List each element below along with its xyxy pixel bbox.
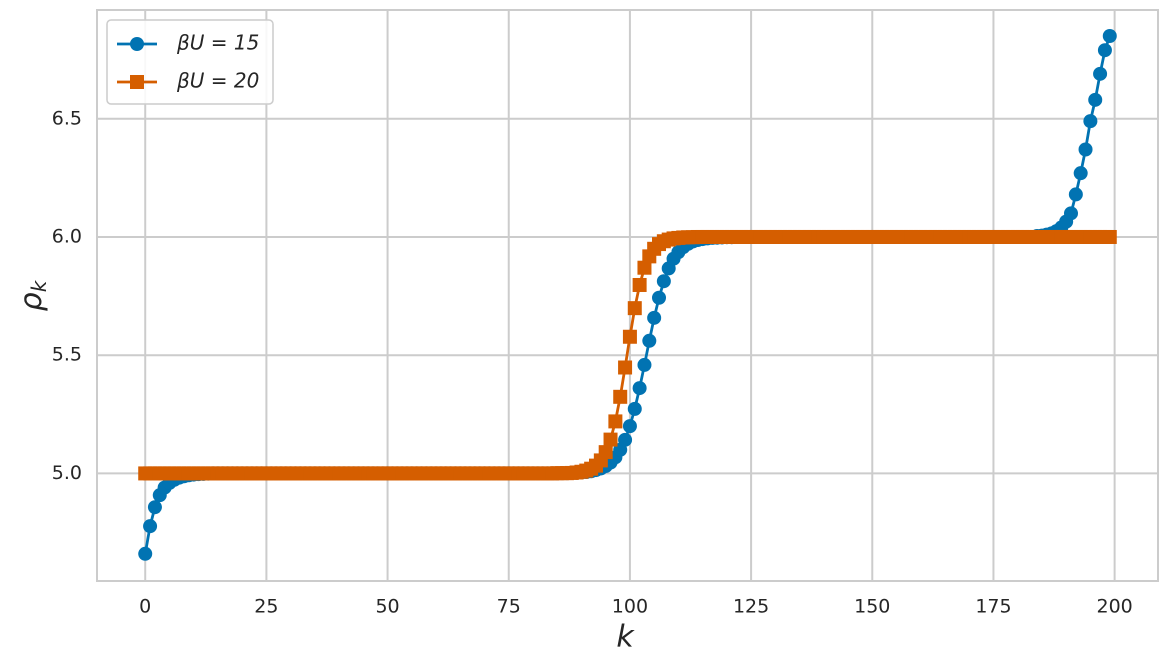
marker	[147, 500, 162, 515]
marker	[632, 277, 647, 292]
marker	[1102, 229, 1117, 244]
y-axis-label: ρk	[14, 279, 51, 311]
grid: 0 25 50 75 100 125 150 175 200 5.0 5.5 6.0 6.5	[52, 10, 1158, 618]
marker	[613, 389, 628, 404]
marker	[618, 432, 633, 447]
x-tick-label: 175	[975, 596, 1011, 618]
marker	[618, 360, 633, 375]
marker	[652, 290, 667, 305]
x-tick-label: 125	[733, 596, 769, 618]
marker	[1063, 206, 1078, 221]
plot-area	[96, 9, 1159, 582]
marker	[1073, 166, 1088, 181]
marker	[637, 357, 652, 372]
plot	[138, 29, 1117, 561]
x-tick-label: 100	[612, 596, 648, 618]
marker	[656, 274, 671, 289]
x-tick-label: 200	[1096, 596, 1132, 618]
legend-marker	[130, 75, 144, 89]
x-axis-label: k	[616, 620, 635, 655]
marker	[622, 329, 637, 344]
x-tick-label: 0	[139, 596, 151, 618]
legend-label: βU = 15	[176, 31, 259, 55]
x-tick-label: 25	[254, 596, 278, 618]
legend: βU = 15 βU = 20	[106, 19, 274, 105]
y-tick-label: 5.0	[52, 462, 82, 484]
marker	[1068, 187, 1083, 202]
marker	[642, 333, 657, 348]
marker	[647, 310, 662, 325]
y-tick-label: 5.5	[52, 344, 82, 366]
marker	[1083, 114, 1098, 129]
marker	[637, 260, 652, 275]
marker	[622, 419, 637, 434]
marker	[1078, 142, 1093, 157]
marker	[603, 432, 618, 447]
marker	[627, 401, 642, 416]
marker	[627, 301, 642, 316]
marker	[143, 519, 158, 534]
y-tick-label: 6.0	[52, 225, 82, 247]
marker	[1088, 92, 1103, 107]
x-tick-label: 150	[854, 596, 890, 618]
marker	[608, 414, 623, 429]
marker	[1093, 66, 1108, 81]
marker	[1097, 43, 1112, 58]
marker	[632, 381, 647, 396]
legend-label: βU = 20	[176, 69, 259, 93]
y-tick-label: 6.5	[52, 107, 82, 129]
legend-marker	[130, 37, 144, 51]
marker	[598, 445, 613, 460]
marker	[138, 546, 153, 561]
x-tick-label: 75	[497, 596, 521, 618]
marker	[1102, 29, 1117, 44]
x-tick-label: 50	[375, 596, 399, 618]
